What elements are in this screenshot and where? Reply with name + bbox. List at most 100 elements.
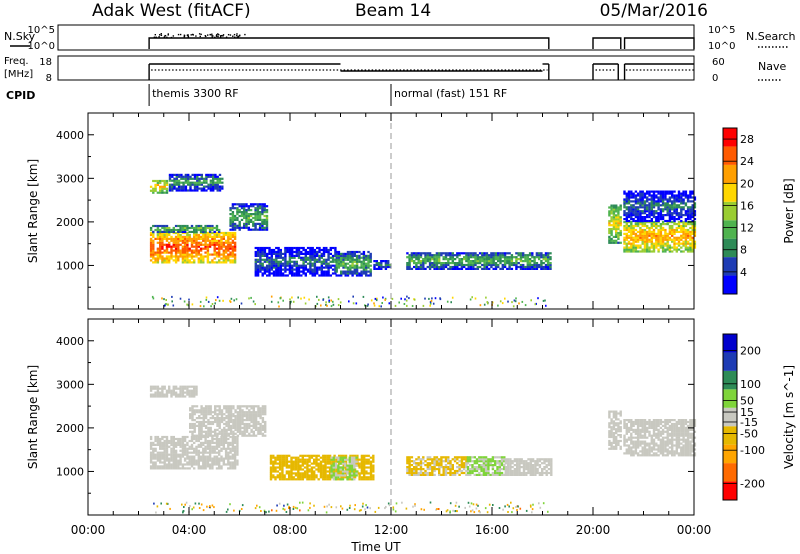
echo-cell <box>320 264 323 267</box>
echo-cell <box>659 198 663 201</box>
echo-cell <box>188 467 191 470</box>
echo-cell <box>340 454 343 457</box>
echo-cell <box>664 242 667 245</box>
echo-cell <box>297 476 300 479</box>
echo-cell <box>341 456 345 459</box>
echo-cell <box>236 461 239 464</box>
echo-cell <box>181 465 185 468</box>
echo-cell <box>334 254 337 257</box>
echo-cell <box>643 192 647 195</box>
echo-cell <box>291 256 294 259</box>
echo-cell <box>195 453 198 456</box>
echo-cell <box>643 230 647 233</box>
echo-cell <box>187 183 190 186</box>
echo-cell <box>440 254 443 257</box>
echo-cell <box>209 185 213 188</box>
echo-cell <box>363 470 366 473</box>
echo-cell <box>677 244 681 247</box>
echo-cell <box>675 250 678 253</box>
echo-cell <box>652 250 656 253</box>
echo-cell <box>264 407 267 410</box>
echo-cell <box>310 456 314 459</box>
echo-cell <box>211 253 214 256</box>
echo-cell <box>238 222 241 225</box>
echo-cell <box>220 253 223 256</box>
echo-cell <box>451 252 454 255</box>
echo-cell <box>165 191 169 194</box>
echo-cell <box>215 443 219 446</box>
echo-cell <box>264 420 267 424</box>
echo-cell <box>610 212 613 215</box>
echo-cell <box>215 226 219 230</box>
echo-cell <box>668 221 672 224</box>
echo-cell <box>623 212 626 215</box>
echo-cell <box>156 453 160 456</box>
echo-cell <box>369 470 373 473</box>
echo-cell <box>261 424 265 427</box>
echo-cell <box>202 435 205 439</box>
echo-cell <box>650 196 653 199</box>
ground-speckle <box>233 299 235 302</box>
echo-cell <box>196 181 199 184</box>
echo-cell <box>204 451 207 454</box>
echo-cell <box>303 476 307 479</box>
echo-cell <box>163 393 166 396</box>
echo-cell <box>214 183 217 186</box>
echo-cell <box>227 420 230 424</box>
echo-cell <box>197 259 200 262</box>
ground-speckle <box>439 298 442 301</box>
echo-cell <box>227 463 230 466</box>
echo-cell <box>149 467 153 470</box>
echo-cell <box>189 430 192 433</box>
echo-cell <box>172 447 175 450</box>
echo-cell <box>236 417 240 420</box>
echo-cell <box>165 437 169 441</box>
echo-cell <box>179 224 182 228</box>
echo-cell <box>186 228 189 232</box>
echo-cell <box>659 212 663 215</box>
echo-cell <box>218 241 221 244</box>
echo-cell <box>218 245 221 248</box>
echo-cell <box>229 467 232 470</box>
echo-cell <box>433 469 436 473</box>
echo-cell <box>428 458 432 461</box>
echo-cell <box>245 214 248 218</box>
echo-cell <box>174 255 178 258</box>
echo-cell <box>319 472 323 475</box>
echo-cell <box>641 198 644 201</box>
echo-cell <box>231 207 235 210</box>
echo-cell <box>673 202 676 205</box>
echo-cell <box>177 179 181 182</box>
echo-cell <box>256 274 260 277</box>
echo-cell <box>291 248 294 252</box>
echo-cell <box>327 266 330 269</box>
echo-cell <box>384 260 388 263</box>
echo-cell <box>362 252 366 255</box>
nsearch-dot <box>170 36 173 39</box>
echo-cell <box>156 255 160 258</box>
echo-cell <box>204 233 207 237</box>
echo-cell <box>259 432 262 435</box>
echo-cell <box>340 262 343 265</box>
nsky-label: N.Sky <box>4 30 36 43</box>
echo-cell <box>250 430 253 433</box>
echo-cell <box>324 456 327 459</box>
echo-cell <box>281 462 284 465</box>
echo-cell <box>222 261 225 264</box>
echo-cell <box>240 213 244 216</box>
echo-cell <box>627 198 631 201</box>
echo-cell <box>261 407 265 410</box>
echo-cell <box>309 270 312 273</box>
echo-cell <box>239 420 242 424</box>
echo-cell <box>322 466 325 469</box>
echo-cell <box>281 256 285 259</box>
ground-speckle <box>211 303 214 305</box>
echo-cell <box>208 445 212 448</box>
echo-cell <box>474 267 477 270</box>
echo-cell <box>643 200 647 203</box>
echo-cell <box>677 230 681 233</box>
echo-cell <box>353 270 356 273</box>
echo-cell <box>540 263 543 267</box>
echo-cell <box>684 196 688 199</box>
echo-cell <box>186 224 189 228</box>
